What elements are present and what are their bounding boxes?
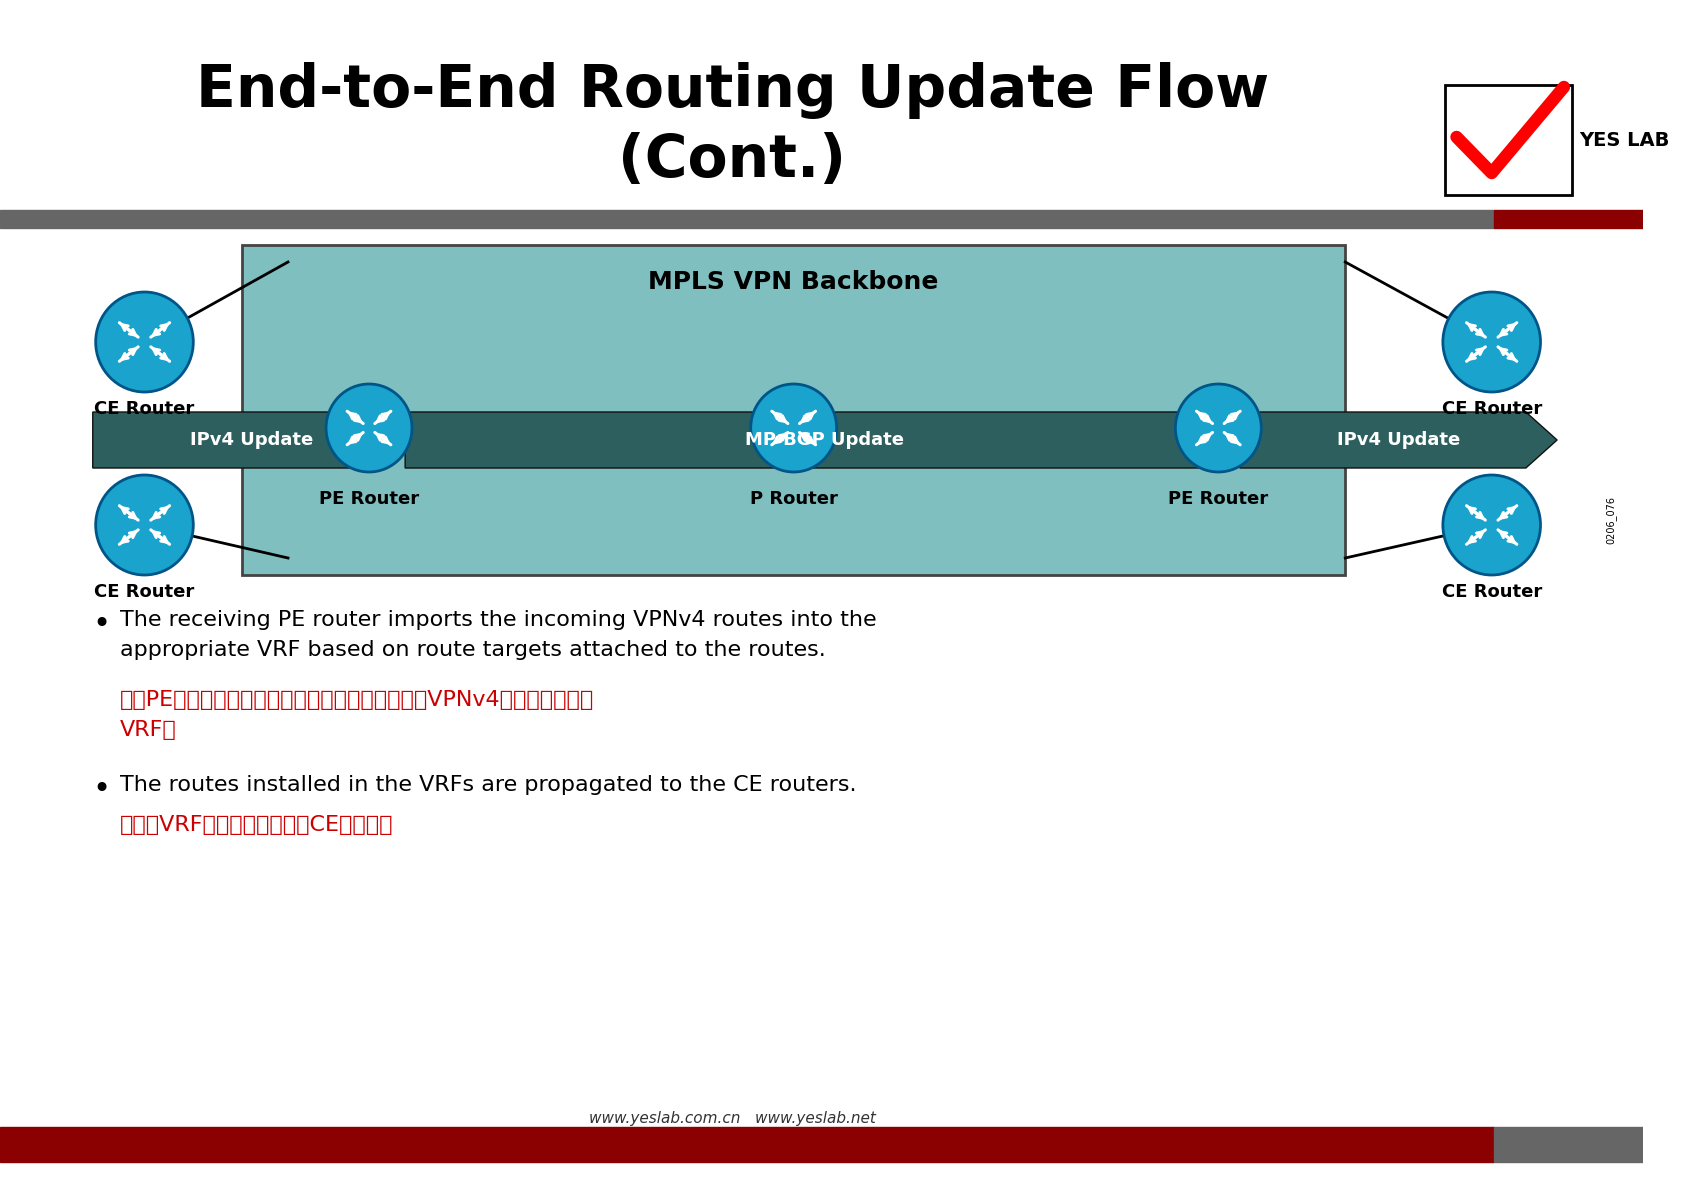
Circle shape [1441, 475, 1539, 575]
Text: P Router: P Router [748, 490, 838, 508]
Bar [0, 209, 1492, 228]
Text: The receiving PE router imports the incoming VPNv4 routes into the
appropriate V: The receiving PE router imports the inco… [119, 610, 876, 659]
Text: www.yeslab.com.cn   www.yeslab.net: www.yeslab.com.cn www.yeslab.net [589, 1110, 875, 1126]
Text: 安装在VRF中的路由被传播到CE路由器。: 安装在VRF中的路由被传播到CE路由器。 [119, 815, 394, 835]
Text: CE Router: CE Router [1441, 400, 1541, 418]
Circle shape [326, 384, 412, 472]
Text: YES LAB: YES LAB [1579, 131, 1669, 150]
Text: PE Router: PE Router [1167, 490, 1268, 508]
Text: CE Router: CE Router [94, 583, 195, 601]
Bar [1492, 1127, 1642, 1161]
Circle shape [96, 292, 193, 392]
Bar [1443, 84, 1571, 195]
Text: •: • [93, 610, 111, 639]
Bar [1492, 209, 1642, 228]
Circle shape [1174, 384, 1260, 472]
Polygon shape [1240, 412, 1556, 468]
Circle shape [96, 475, 193, 575]
Text: IPv4 Update: IPv4 Update [190, 431, 313, 449]
Text: (Cont.): (Cont.) [617, 132, 846, 188]
Bar [242, 245, 1344, 575]
Bar [0, 1127, 1492, 1161]
Circle shape [1441, 292, 1539, 392]
Text: MP-BGP Update: MP-BGP Update [745, 431, 903, 449]
Text: •: • [93, 775, 111, 804]
Text: CE Router: CE Router [1441, 583, 1541, 601]
Text: PE Router: PE Router [320, 490, 419, 508]
Text: CE Router: CE Router [94, 400, 195, 418]
Polygon shape [405, 412, 1245, 468]
Text: 0206_076: 0206_076 [1605, 496, 1615, 544]
Text: 接受PE路由器根据连接到路由的路由目标将进入的VPNv4路由引入适当的
VRF。: 接受PE路由器根据连接到路由的路由目标将进入的VPNv4路由引入适当的 VRF。 [119, 690, 594, 740]
Text: End-to-End Routing Update Flow: End-to-End Routing Update Flow [195, 62, 1268, 119]
Text: The routes installed in the VRFs are propagated to the CE routers.: The routes installed in the VRFs are pro… [119, 775, 856, 795]
Polygon shape [93, 412, 410, 468]
Text: IPv4 Update: IPv4 Update [1336, 431, 1460, 449]
Circle shape [750, 384, 836, 472]
Text: MPLS VPN Backbone: MPLS VPN Backbone [648, 270, 939, 294]
